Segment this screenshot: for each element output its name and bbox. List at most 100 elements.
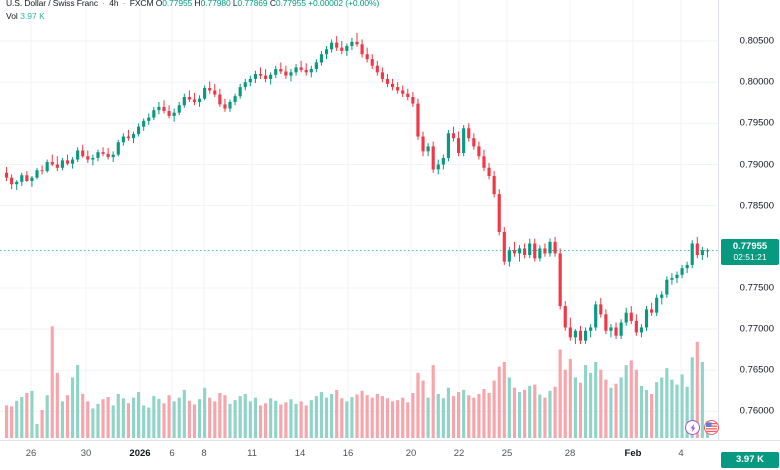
candle-body [401,90,405,94]
candle-body [314,62,318,70]
candle-body [35,170,39,178]
event-markers [685,420,720,435]
candle-body [650,309,654,313]
current-price-badge[interactable]: 0.77955 02:51:21 [721,238,779,265]
candle-body [426,146,430,152]
candle-body [680,268,684,275]
price-tick: 0.80500 [739,35,774,47]
volume-bar [441,398,445,438]
low-value: 0.77869 [237,0,268,8]
symbol-name[interactable]: U.S. Dollar / Swiss Franc [6,0,98,8]
volume-bar [497,366,501,438]
candle-body [614,327,618,336]
volume-bar [223,395,227,438]
volume-legend-row[interactable]: Vol 3.97 K [6,11,379,21]
candle-body [451,133,456,139]
interval-label[interactable]: 4h [109,0,119,8]
volume-badge[interactable]: 3.97 K [721,452,779,468]
candle-body [65,160,70,164]
volume-bar [685,386,689,438]
volume-bar [528,385,532,438]
volume-bar [345,401,349,438]
us-flag-icon[interactable] [704,420,720,435]
volume-bar [335,389,339,438]
volume-bar [126,403,131,438]
volume-bar [238,396,242,438]
volume-bar [192,404,197,438]
volume-bar [487,393,491,438]
candle-body [573,330,577,338]
volume-bar [523,389,527,438]
volume-bar [695,341,699,438]
volume-bar [431,365,435,438]
candle-body [137,126,141,135]
volume-bar [457,392,461,438]
high-value: 0.77980 [200,0,231,8]
candle-body [558,253,562,307]
volume-bar [665,368,669,438]
volume-bar [45,395,49,438]
price-tick: 0.76000 [739,405,774,417]
candle-body [45,162,49,172]
candle-body [187,97,191,100]
volume-bar [619,377,623,438]
candle-body [624,312,628,323]
chart-plot-area[interactable] [0,0,718,440]
candle-body [253,73,257,79]
candle-body [370,59,374,66]
candle-body [431,146,435,170]
volume-bar [289,399,293,438]
candle-body [233,96,237,102]
volume-bar [385,398,390,438]
candle-body [182,97,186,106]
volume-bar [309,400,313,438]
volume-bar [416,372,420,438]
volume-bar [96,403,100,438]
lightning-bolt-icon[interactable] [685,420,701,435]
candle-body [457,138,461,153]
candle-body [121,136,125,143]
candle-body [523,248,527,256]
volume-bar [517,392,522,438]
volume-bar [147,407,151,438]
high-key: H [194,0,201,8]
price-tick: 0.76500 [739,364,774,376]
candle-body [360,44,364,55]
exchange-label[interactable]: FXCM [129,0,154,8]
candle-body [655,297,659,313]
candle-body [162,106,166,112]
volume-bar [274,400,278,438]
volume-bar [177,397,181,438]
volume-bar [411,393,415,438]
candle-body [604,314,608,331]
candle-body [528,243,532,256]
candle-body [76,150,80,160]
candle-body [375,65,379,73]
candle-body [639,327,644,333]
candle-body [238,87,242,97]
candle-body [563,306,567,328]
candle-body [264,75,268,79]
bar-countdown: 02:51:21 [733,251,767,262]
candle-body [60,160,64,168]
price-axis[interactable]: 0.80500 0.80000 0.79500 0.79000 0.78500 0.775… [718,0,780,440]
time-axis[interactable]: 26 30 2026 6 8 11 14 16 20 22 25 28 Feb 4 [0,440,780,470]
candle-body [487,167,491,177]
volume-bar [167,395,171,438]
candlestick-canvas[interactable] [0,0,718,440]
volume-bar [492,380,496,438]
candle-body [304,69,308,73]
candle-body [502,231,506,262]
chart-legend: U.S. Dollar / Swiss Franc · 4h · FXCM O0… [6,0,379,21]
price-tick: 0.79000 [739,159,774,170]
close-key: C [269,0,276,8]
volume-bar [644,389,649,438]
volume-bar [634,369,638,438]
legend-symbol-row[interactable]: U.S. Dollar / Swiss Franc · 4h · FXCM O0… [6,0,379,8]
time-tick: 26 [25,448,37,459]
candle-body [289,72,293,76]
volume-bar [304,405,308,438]
volume-bar [4,405,9,438]
candle-body [675,274,679,279]
